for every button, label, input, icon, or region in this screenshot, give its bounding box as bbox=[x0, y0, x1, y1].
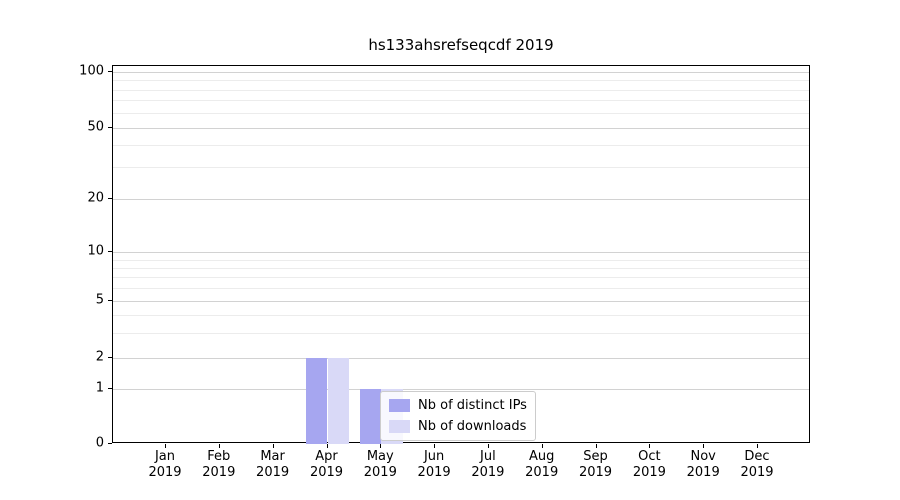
major-gridline bbox=[113, 252, 809, 253]
legend-item-downloads: Nb of downloads bbox=[389, 418, 527, 435]
minor-gridline bbox=[113, 332, 809, 334]
minor-gridline bbox=[113, 112, 809, 114]
x-tick-mark bbox=[541, 444, 543, 448]
x-tick-mark bbox=[434, 444, 436, 448]
y-tick-mark bbox=[108, 356, 112, 358]
y-tick-mark bbox=[108, 126, 112, 128]
major-gridline bbox=[113, 71, 809, 73]
y-tick-label: 20 bbox=[87, 190, 104, 206]
minor-gridline bbox=[113, 167, 809, 169]
x-tick-label-mar: Mar 2019 bbox=[256, 449, 290, 480]
y-tick-mark bbox=[108, 198, 112, 199]
major-gridline bbox=[113, 389, 809, 390]
legend-label-distinct-ips: Nb of distinct IPs bbox=[418, 398, 527, 413]
x-tick-mark bbox=[380, 444, 382, 448]
minor-gridline bbox=[113, 80, 809, 81]
chart-title: hs133ahsrefseqcdf 2019 bbox=[368, 36, 554, 54]
x-tick-label-sep: Sep 2019 bbox=[578, 449, 613, 480]
legend-swatch-downloads bbox=[389, 420, 410, 433]
legend-label-downloads: Nb of downloads bbox=[418, 419, 527, 434]
x-tick-label-apr: Apr 2019 bbox=[309, 449, 344, 480]
legend-swatch-distinct-ips bbox=[389, 399, 410, 412]
legend: Nb of distinct IPs Nb of downloads bbox=[380, 391, 536, 441]
y-tick-mark bbox=[108, 300, 112, 301]
minor-gridline bbox=[113, 89, 809, 91]
y-tick-label: 5 bbox=[95, 292, 104, 308]
x-tick-label-jan: Jan 2019 bbox=[148, 449, 182, 480]
x-tick-label-may: May 2019 bbox=[363, 449, 397, 480]
bar-distinct-ips-may bbox=[359, 389, 382, 444]
x-tick-mark bbox=[757, 444, 758, 448]
x-tick-label-jun: Jun 2019 bbox=[417, 449, 451, 480]
x-tick-mark bbox=[487, 444, 489, 448]
y-tick-label: 0 bbox=[95, 435, 104, 451]
y-tick-label: 1 bbox=[95, 380, 104, 396]
major-gridline bbox=[113, 127, 809, 129]
y-tick-mark bbox=[108, 251, 112, 252]
minor-gridline bbox=[113, 144, 809, 146]
x-tick-mark bbox=[595, 444, 597, 448]
x-tick-label-jul: Jul 2019 bbox=[471, 449, 505, 480]
minor-gridline bbox=[113, 288, 809, 290]
y-tick-label: 100 bbox=[79, 63, 104, 78]
x-tick-mark bbox=[649, 444, 651, 448]
legend-item-distinct-ips: Nb of distinct IPs bbox=[389, 397, 527, 414]
x-tick-mark bbox=[218, 444, 220, 448]
x-tick-label-feb: Feb 2019 bbox=[202, 449, 236, 480]
y-tick-label: 50 bbox=[87, 119, 104, 134]
grid-layer bbox=[113, 66, 809, 442]
minor-gridline bbox=[113, 100, 809, 102]
major-gridline bbox=[113, 199, 809, 200]
major-gridline bbox=[113, 301, 809, 302]
minor-gridline bbox=[113, 277, 809, 279]
minor-gridline bbox=[113, 314, 809, 316]
y-tick-mark bbox=[108, 443, 112, 444]
x-tick-label-oct: Oct 2019 bbox=[632, 449, 666, 480]
minor-gridline bbox=[113, 267, 809, 269]
x-tick-mark bbox=[326, 444, 328, 448]
y-tick-mark bbox=[108, 70, 112, 72]
bar-downloads-apr bbox=[327, 357, 349, 444]
major-gridline bbox=[113, 357, 809, 359]
x-tick-mark bbox=[272, 444, 274, 448]
y-tick-label: 2 bbox=[95, 349, 104, 364]
minor-gridline bbox=[113, 259, 809, 261]
plot-area: Nb of distinct IPs Nb of downloads bbox=[112, 65, 810, 444]
x-tick-mark bbox=[165, 444, 166, 448]
x-tick-label-nov: Nov 2019 bbox=[686, 449, 720, 480]
y-tick-mark bbox=[108, 388, 112, 389]
bar-distinct-ips-apr bbox=[305, 357, 328, 444]
y-tick-label: 10 bbox=[87, 243, 104, 259]
x-tick-mark bbox=[703, 444, 705, 448]
x-tick-label-dec: Dec 2019 bbox=[740, 449, 774, 480]
y-axis: 0 1 2 5 10 20 50 100 bbox=[0, 0, 112, 500]
x-tick-label-aug: Aug 2019 bbox=[525, 449, 559, 480]
